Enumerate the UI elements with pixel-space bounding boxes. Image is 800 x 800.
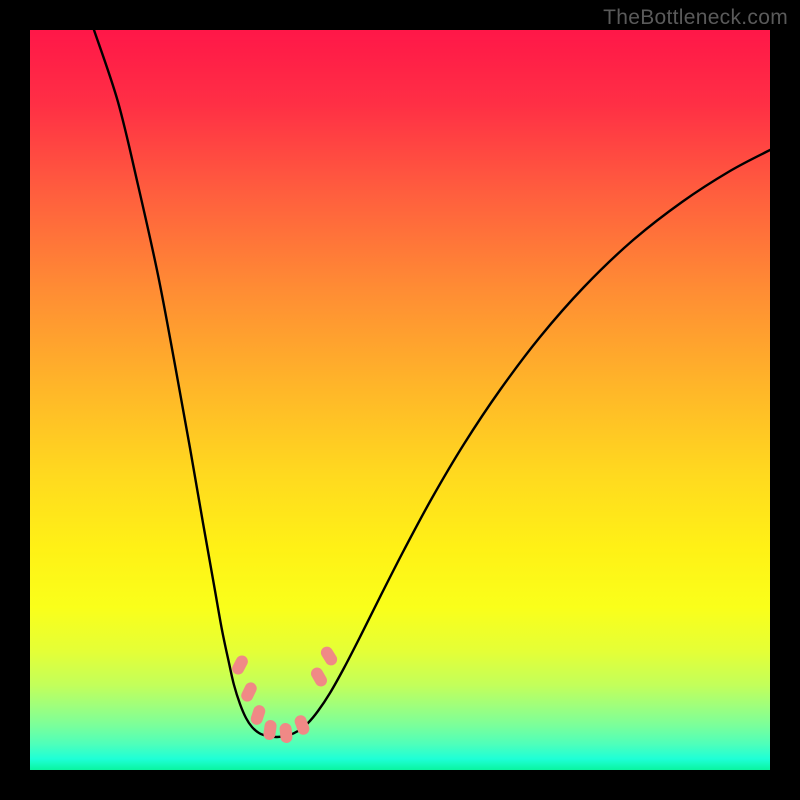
plot-area bbox=[30, 30, 770, 770]
curve-line bbox=[30, 30, 770, 770]
watermark-text: TheBottleneck.com bbox=[603, 6, 788, 30]
curve-marker bbox=[279, 722, 293, 743]
chart-container: TheBottleneck.com bbox=[0, 0, 800, 800]
